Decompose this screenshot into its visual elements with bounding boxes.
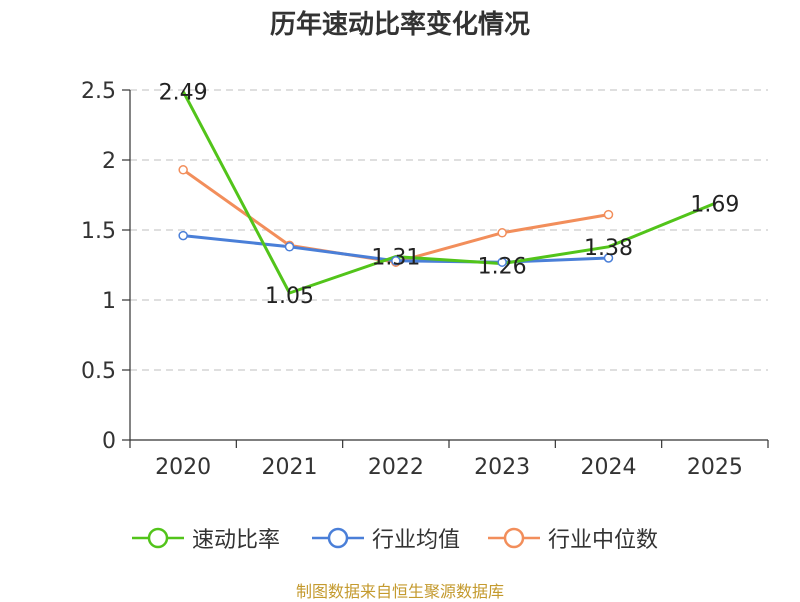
legend-label: 行业均值 bbox=[372, 528, 461, 553]
legend-swatch-icon bbox=[312, 527, 364, 549]
data-point-industry-mean bbox=[603, 253, 614, 263]
x-tick-label: 2021 bbox=[262, 455, 318, 480]
data-point-industry-median bbox=[603, 209, 614, 220]
legend-swatch-marker bbox=[503, 527, 525, 549]
data-label: 2.49 bbox=[159, 80, 208, 105]
data-point-industry-mean bbox=[284, 242, 295, 252]
data-point-industry-mean bbox=[391, 256, 401, 266]
x-tick-label: 2025 bbox=[687, 455, 743, 480]
y-tick-label: 0.5 bbox=[81, 359, 116, 384]
legend-item[interactable]: 行业中位数 bbox=[488, 518, 658, 558]
data-point-industry-mean bbox=[497, 257, 507, 267]
data-label: 1.26 bbox=[478, 255, 527, 280]
data-point-industry-median bbox=[497, 228, 507, 238]
x-tick-label: 2024 bbox=[581, 455, 637, 480]
legend-label: 行业中位数 bbox=[548, 528, 659, 553]
data-point-industry-mean bbox=[178, 230, 188, 241]
data-label: 1.31 bbox=[371, 246, 420, 271]
y-tick-label: 0 bbox=[102, 429, 116, 454]
legend-swatch-marker bbox=[327, 527, 349, 549]
data-label: 1.69 bbox=[690, 192, 739, 217]
legend-swatch-icon bbox=[132, 527, 184, 549]
legend-item[interactable]: 行业均值 bbox=[312, 518, 460, 558]
x-tick-label: 2023 bbox=[474, 455, 530, 480]
chart-title: 历年速动比率变化情况 bbox=[269, 10, 530, 40]
x-tick-label: 2020 bbox=[155, 455, 211, 480]
x-tick-label: 2022 bbox=[368, 455, 424, 480]
legend-item[interactable]: 速动比率 bbox=[132, 518, 280, 558]
data-label: 1.38 bbox=[584, 236, 633, 261]
legend-label: 速动比率 bbox=[192, 528, 281, 553]
y-tick-label: 1 bbox=[102, 289, 116, 314]
legend: 速动比率 行业均值 行业中位数 bbox=[0, 518, 800, 558]
legend-swatch-icon bbox=[488, 527, 540, 549]
y-tick-label: 2.5 bbox=[81, 79, 116, 104]
y-tick-label: 2 bbox=[102, 149, 116, 174]
series-line-quick-ratio bbox=[181, 90, 716, 295]
legend-swatch-marker bbox=[147, 527, 169, 549]
data-point-industry-median bbox=[178, 165, 188, 175]
source-note: 制图数据来自恒生聚源数据库 bbox=[295, 582, 504, 601]
data-label: 1.05 bbox=[265, 284, 314, 309]
y-tick-label: 1.5 bbox=[81, 219, 116, 244]
